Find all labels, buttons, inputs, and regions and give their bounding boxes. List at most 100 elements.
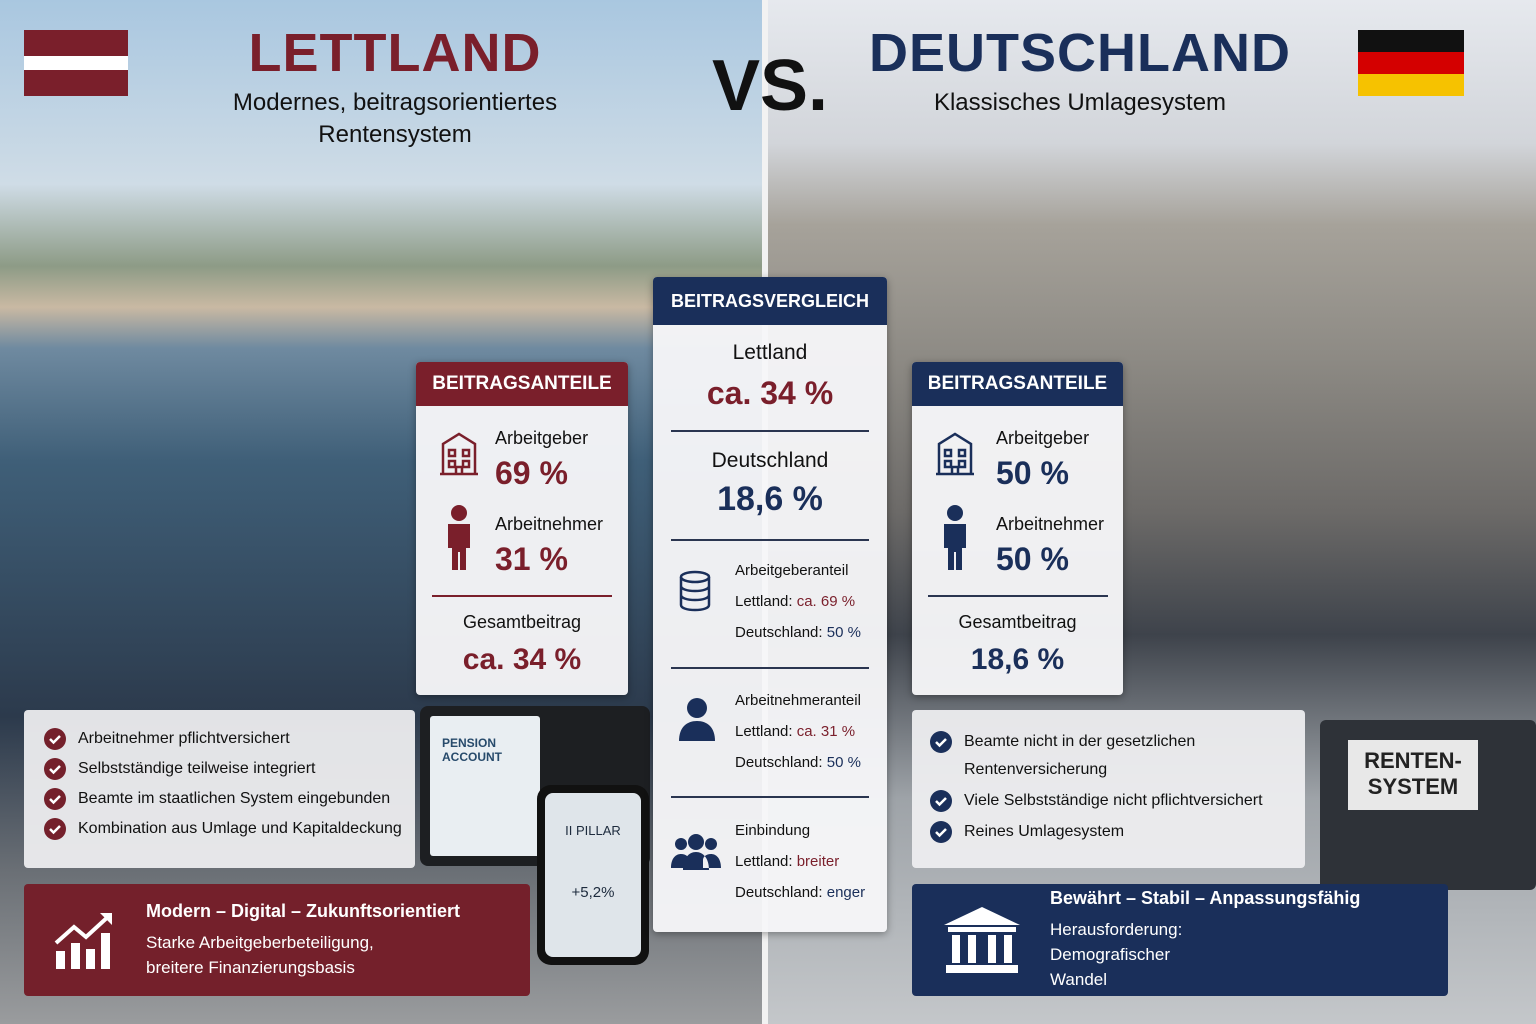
detail-label: Lettland:	[735, 593, 793, 610]
separator	[671, 430, 869, 432]
detail-value: ca. 69 %	[796, 593, 856, 610]
item-label: Arbeitnehmer	[495, 514, 604, 534]
check-icon	[44, 818, 66, 840]
item-label: Arbeitgeber	[996, 428, 1090, 448]
bullet-item: Beamte im staatlichen System eingebunden	[44, 785, 415, 813]
left-banner: Modern – Digital – Zukunftsorientiert St…	[24, 884, 530, 996]
coins-icon	[679, 570, 711, 612]
row-label: Lettland	[732, 341, 808, 364]
bullet-item: Beamte nicht in der gesetzlichen Rentenv…	[930, 728, 1305, 784]
left-bullets: Arbeitnehmer pflichtversichert Selbststän…	[24, 710, 415, 868]
binder: RENTEN-SYSTEM	[1320, 720, 1536, 890]
latvia-background	[0, 0, 765, 1024]
middle-card: BEITRAGSVERGLEICH Lettland ca. 34 % Deut…	[653, 277, 887, 932]
detail-line: Lettland: breiter	[735, 846, 865, 877]
detail-line: Deutschland: 50 %	[735, 747, 861, 778]
person-icon	[448, 505, 470, 570]
tablet-label: PENSION ACCOUNT	[430, 716, 540, 856]
left-subtitle: Modernes, beitragsorientiertes Rentensys…	[232, 89, 558, 148]
detail-line: Deutschland: 50 %	[735, 617, 861, 648]
item-label: Arbeitnehmer	[996, 514, 1105, 534]
check-icon	[930, 821, 952, 843]
banner-title: Bewährt – Stabil – Anpassungsfähig	[1050, 888, 1361, 908]
banner-text-block: Modern – Digital – Zukunftsorientiert St…	[146, 901, 460, 980]
item-value: 50 %	[996, 455, 1069, 491]
building-icon	[936, 432, 974, 476]
group-icon	[671, 834, 721, 870]
vs-label: VS.	[711, 46, 829, 126]
item-value: 50 %	[996, 541, 1069, 577]
bullet-item: Viele Selbstständige nicht pflichtversic…	[930, 787, 1305, 815]
row-label: Deutschland	[711, 449, 829, 472]
phone-title: II PILLAR	[565, 823, 621, 838]
detail-line: Lettland: ca. 31 %	[735, 716, 861, 747]
right-subtitle: Klassisches Umlagesystem	[933, 89, 1227, 116]
item-value: 31 %	[495, 541, 568, 577]
item-label: Arbeitgeber	[495, 428, 589, 448]
phone-value: +5,2%	[571, 884, 615, 901]
bullet-text: Arbeitnehmer pflichtversichert	[78, 730, 290, 747]
latvia-flag	[24, 30, 128, 96]
detail-value: breiter	[796, 853, 840, 870]
detail-value: ca. 31 %	[796, 723, 856, 740]
germany-flag	[1358, 30, 1464, 96]
bullet-text: Beamte im staatlichen System eingebunden	[78, 790, 391, 807]
separator	[928, 595, 1108, 597]
detail-label: Deutschland:	[735, 624, 823, 641]
total-value: 18,6 %	[970, 643, 1065, 676]
banner-text-block: Bewährt – Stabil – Anpassungsfähig Herau…	[1050, 888, 1360, 992]
right-banner: Bewährt – Stabil – Anpassungsfähig Herau…	[912, 884, 1448, 996]
right-bullets: Beamte nicht in der gesetzlichen Rentenv…	[912, 710, 1305, 868]
detail-value: 50 %	[826, 754, 861, 771]
bullet-text: Viele Selbstständige nicht pflichtversic…	[964, 792, 1263, 809]
detail-line: Lettland: ca. 69 %	[735, 586, 861, 617]
bullet-item: Kombination aus Umlage und Kapitaldeckun…	[44, 815, 415, 843]
detail-label: Deutschland:	[735, 754, 823, 771]
bullet-item: Reines Umlagesystem	[930, 818, 1305, 846]
total-label: Gesamtbeitrag	[958, 612, 1077, 632]
phone-screen: II PILLAR +5,2%	[545, 793, 641, 957]
card-header: BEITRAGSANTEILE	[912, 362, 1123, 406]
left-title: LETTLAND	[248, 23, 542, 83]
check-icon	[44, 758, 66, 780]
total-label: Gesamtbeitrag	[462, 612, 582, 632]
row-value: ca. 34 %	[706, 375, 834, 411]
card-header: BEITRAGSANTEILE	[416, 362, 628, 406]
detail-title: Einbindung	[735, 822, 811, 839]
person-icon	[944, 505, 966, 570]
detail-label: Lettland:	[735, 723, 793, 740]
building-icon	[440, 432, 478, 476]
detail-block: Einbindung Lettland: breiter Deutschland…	[735, 815, 865, 908]
right-title: DEUTSCHLAND	[869, 23, 1291, 83]
detail-block: Arbeitnehmeranteil Lettland: ca. 31 % De…	[735, 685, 861, 778]
binder-label: RENTEN-SYSTEM	[1348, 740, 1478, 810]
detail-title: Arbeitnehmeranteil	[735, 692, 861, 709]
detail-value: enger	[826, 884, 866, 901]
check-icon	[930, 790, 952, 812]
total-value: ca. 34 %	[462, 643, 582, 676]
detail-value: 50 %	[826, 624, 861, 641]
detail-label: Lettland:	[735, 853, 793, 870]
item-value: 69 %	[495, 455, 568, 491]
bullet-text: Selbstständige teilweise integriert	[78, 760, 316, 777]
institution-icon	[944, 907, 1020, 973]
detail-title: Arbeitgeberanteil	[735, 562, 849, 579]
right-card: BEITRAGSANTEILE Arbeitgeber 50 % Arbeitn…	[912, 362, 1123, 695]
phone: II PILLAR +5,2%	[537, 785, 649, 965]
row-value: 18,6 %	[717, 480, 823, 518]
growth-icon	[54, 913, 112, 969]
check-icon	[44, 788, 66, 810]
check-icon	[930, 731, 952, 753]
detail-line: Deutschland: enger	[735, 877, 865, 908]
detail-block: Arbeitgeberanteil Lettland: ca. 69 % Deu…	[735, 555, 861, 648]
left-card: BEITRAGSANTEILE Arbeitgeber 69 % Arbeitn…	[416, 362, 628, 695]
separator	[671, 667, 869, 669]
separator	[432, 595, 612, 597]
banner-text: Starke Arbeitgeberbeteiligung, breitere …	[146, 932, 374, 977]
bullet-text: Kombination aus Umlage und Kapitaldeckun…	[78, 820, 402, 837]
detail-label: Deutschland:	[735, 884, 823, 901]
banner-title: Modern – Digital – Zukunftsorientiert	[146, 900, 461, 921]
bullet-text: Beamte nicht in der gesetzlichen Rentenv…	[964, 733, 1196, 778]
